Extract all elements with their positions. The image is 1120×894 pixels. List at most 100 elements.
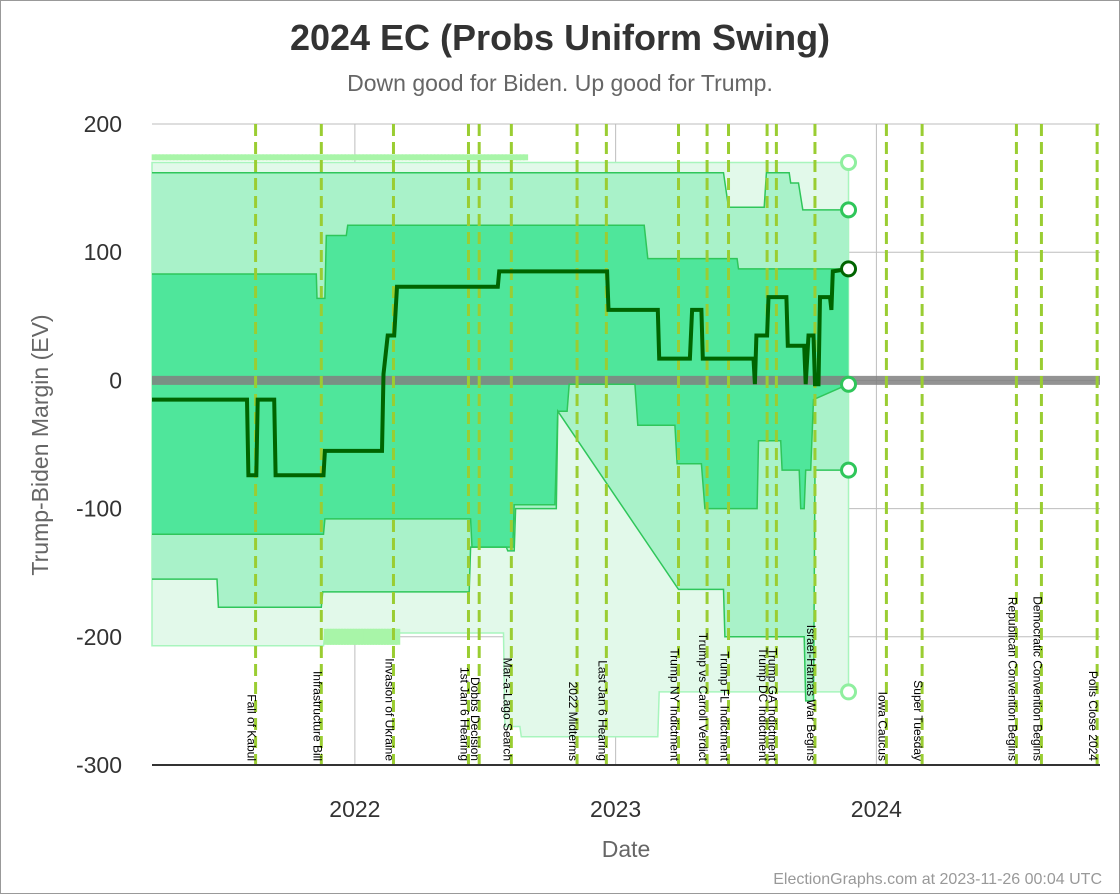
lower-scatter-mark (369, 628, 375, 645)
event-label: Trump vs Carroll Verdict (696, 633, 710, 762)
upper-scatter-mark (287, 154, 293, 161)
event-label: Trump FL Indictment (718, 651, 732, 761)
upper-scatter-mark (515, 154, 521, 161)
upper-scatter-mark (262, 154, 268, 161)
upper-scatter-mark (469, 154, 475, 161)
upper-scatter-mark (219, 154, 225, 161)
upper-scatter-mark (519, 154, 525, 161)
upper-scatter-mark (158, 154, 164, 161)
upper-scatter-mark (401, 154, 407, 161)
y-tick-label: 200 (84, 111, 122, 137)
upper-scatter-mark (237, 154, 243, 161)
upper-scatter-mark (490, 154, 496, 161)
inner-band (152, 225, 849, 548)
band-edge-mid-upper (152, 171, 849, 211)
upper-scatter-mark (280, 154, 286, 161)
lower-scatter-mark (355, 628, 361, 645)
upper-scatter-mark (455, 154, 461, 161)
upper-scatter-mark (276, 154, 282, 161)
x-tick-label: 2022 (329, 796, 380, 822)
event-label: Fall of Kabul (245, 694, 259, 761)
upper-scatter-mark (398, 154, 404, 161)
lower-scatter-mark (378, 628, 384, 645)
event-label: Trump GA Indictment (765, 648, 779, 762)
upper-scatter-mark (437, 154, 443, 161)
upper-scatter-mark (248, 154, 254, 161)
upper-scatter-mark (480, 154, 486, 161)
upper-scatter-mark (344, 154, 350, 161)
upper-scatter-mark (523, 154, 529, 161)
upper-scatter-mark (351, 154, 357, 161)
upper-scatter-mark (319, 154, 325, 161)
upper-scatter-mark (348, 154, 354, 161)
upper-scatter-mark (301, 154, 307, 161)
upper-scatter-mark (244, 154, 250, 161)
band-edge-inner-upper (152, 224, 849, 300)
event-label: Super Tuesday (911, 680, 925, 761)
event-label: Infrastructure Bill (310, 671, 324, 761)
upper-scatter-mark (465, 154, 471, 161)
upper-scatter-mark (176, 154, 182, 161)
endpoint-marker (840, 683, 858, 701)
upper-scatter-mark (215, 154, 221, 161)
upper-scatter-mark (376, 154, 382, 161)
lower-scatter-mark (372, 628, 378, 645)
upper-scatter-mark (201, 154, 207, 161)
upper-scatter-mark (233, 154, 239, 161)
event-label: Trump DC Indictment (756, 647, 770, 761)
upper-scatter-mark (419, 154, 425, 161)
upper-scatter-mark (365, 154, 371, 161)
upper-scatter-mark (169, 154, 175, 161)
upper-scatter-mark (265, 154, 271, 161)
upper-scatter-mark (308, 154, 314, 161)
upper-scatter-mark (251, 154, 257, 161)
upper-scatter-mark (333, 154, 339, 161)
event-label: Israel-Hamas War Begins (804, 625, 818, 761)
lower-scatter-mark (363, 628, 369, 645)
upper-scatter-mark (415, 154, 421, 161)
lower-scatter-mark (352, 628, 358, 645)
chart-subtitle: Down good for Biden. Up good for Trump. (347, 70, 773, 96)
y-tick-label: -300 (76, 752, 122, 778)
upper-scatter-mark (476, 154, 482, 161)
upper-scatter-mark (473, 154, 479, 161)
endpoint-marker (840, 461, 858, 479)
upper-scatter-mark (444, 154, 450, 161)
upper-scatter-mark (312, 154, 318, 161)
upper-scatter-mark (433, 154, 439, 161)
lower-scatter-mark (343, 628, 349, 645)
upper-scatter-mark (240, 154, 246, 161)
median-line (152, 266, 849, 478)
upper-scatter-mark (183, 154, 189, 161)
endpoint-marker (840, 375, 858, 393)
upper-scatter-mark (230, 154, 236, 161)
x-tick-label: 2023 (590, 796, 641, 822)
upper-scatter-mark (162, 154, 168, 161)
endpoint-marker (840, 201, 858, 219)
upper-scatter-mark (390, 154, 396, 161)
upper-scatter-mark (383, 154, 389, 161)
event-label: 1st Jan 6 Hearing (458, 667, 472, 761)
upper-scatter-mark (394, 154, 400, 161)
upper-scatter-mark (501, 154, 507, 161)
lower-scatter-mark (338, 628, 344, 645)
upper-scatter-mark (294, 154, 300, 161)
chart-title: 2024 EC (Probs Uniform Swing) (290, 17, 830, 58)
upper-scatter-mark (323, 154, 329, 161)
event-label: Last Jan 6 Hearing (595, 660, 609, 761)
upper-scatter-mark (290, 154, 296, 161)
upper-scatter-mark (187, 154, 193, 161)
upper-scatter-mark (273, 154, 279, 161)
upper-scatter-mark (430, 154, 436, 161)
lower-scatter-mark (340, 628, 346, 645)
upper-scatter-mark (340, 154, 346, 161)
event-label: Mar-a-Lago Search (500, 658, 514, 761)
x-axis-label: Date (602, 836, 651, 862)
upper-scatter-mark (226, 154, 232, 161)
upper-scatter-mark (426, 154, 432, 161)
upper-scatter-mark (208, 154, 214, 161)
endpoint-marker (840, 153, 858, 171)
upper-scatter-mark (362, 154, 368, 161)
upper-scatter-mark (315, 154, 321, 161)
upper-scatter-mark (298, 154, 304, 161)
